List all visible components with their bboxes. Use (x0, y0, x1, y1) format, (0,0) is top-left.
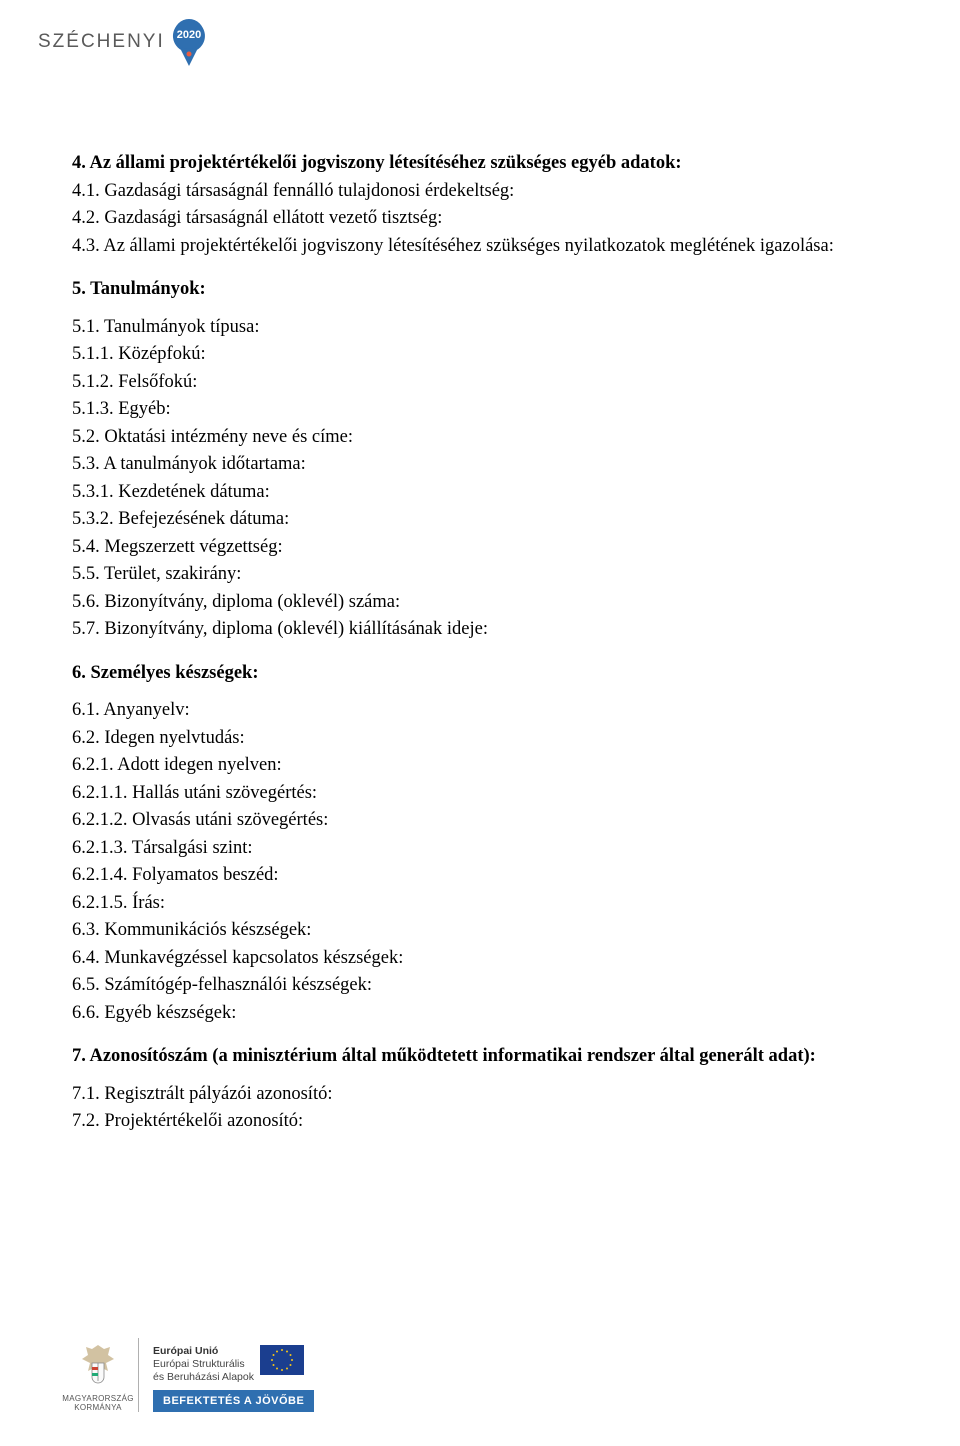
list-item: 4.3. Az állami projektértékelői jogviszo… (72, 233, 888, 261)
list-item: 5.3. A tanulmányok időtartama: (72, 451, 888, 479)
crest-label: MAGYARORSZÁG KORMÁNYA (62, 1395, 133, 1412)
list-item: 6.2.1.3. Társalgási szint: (72, 835, 888, 863)
list-item: 5.1.2. Felsőfokú: (72, 369, 888, 397)
eu-line3: és Beruházási Alapok (153, 1371, 254, 1384)
list-item: 6.6. Egyéb készségek: (72, 1000, 888, 1028)
section-5: 5. Tanulmányok: 5.1. Tanulmányok típusa:… (72, 276, 888, 644)
section-4: 4. Az állami projektértékelői jogviszony… (72, 150, 888, 260)
footer: MAGYARORSZÁG KORMÁNYA Európai Unió Európ… (72, 1338, 314, 1412)
section-6-head: 6. Személyes készségek: (72, 660, 888, 688)
list-item: 6.2.1. Adott idegen nyelven: (72, 752, 888, 780)
list-item: 6.3. Kommunikációs készségek: (72, 917, 888, 945)
list-item: 6.2.1.5. Írás: (72, 890, 888, 918)
badge-year-text: 2020 (177, 29, 201, 41)
list-item: 5.1.1. Középfokú: (72, 341, 888, 369)
list-item: 6.2.1.4. Folyamatos beszéd: (72, 862, 888, 890)
hungary-crest-icon: MAGYARORSZÁG KORMÁNYA (72, 1338, 124, 1412)
list-item: 5.6. Bizonyítvány, diploma (oklevél) szá… (72, 589, 888, 617)
section-7-head: 7. Azonosítószám (a minisztérium által m… (72, 1043, 888, 1071)
list-item: 5.1. Tanulmányok típusa: (72, 314, 888, 342)
section-4-head: 4. Az állami projektértékelői jogviszony… (72, 150, 888, 178)
list-item: 7.2. Projektértékelői azonosító: (72, 1108, 888, 1136)
section-6: 6. Személyes készségek: 6.1. Anyanyelv: … (72, 660, 888, 1028)
list-item: 4.2. Gazdasági társaságnál ellátott veze… (72, 205, 888, 233)
list-item: 6.2.1.1. Hallás utáni szövegértés: (72, 780, 888, 808)
footer-divider (138, 1338, 139, 1412)
list-item: 5.7. Bizonyítvány, diploma (oklevél) kiá… (72, 616, 888, 644)
section-7: 7. Azonosítószám (a minisztérium által m… (72, 1043, 888, 1136)
section-5-head: 5. Tanulmányok: (72, 276, 888, 304)
eu-line2: Európai Strukturális (153, 1358, 254, 1371)
invest-bar: BEFEKTETÉS A JÖVŐBE (153, 1390, 314, 1412)
list-item: 5.2. Oktatási intézmény neve és címe: (72, 424, 888, 452)
eu-row: Európai Unió Európai Strukturális és Ber… (153, 1345, 314, 1384)
list-item: 5.3.2. Befejezésének dátuma: (72, 506, 888, 534)
crest-label-2: KORMÁNYA (74, 1403, 122, 1412)
eu-texts: Európai Unió Európai Strukturális és Ber… (153, 1345, 254, 1384)
list-item: 5.5. Terület, szakirány: (72, 561, 888, 589)
list-item: 6.2.1.2. Olvasás utáni szövegértés: (72, 807, 888, 835)
eu-line1: Európai Unió (153, 1345, 254, 1358)
list-item: 6.2. Idegen nyelvtudás: (72, 725, 888, 753)
list-item: 6.1. Anyanyelv: (72, 697, 888, 725)
eu-flag-icon (260, 1345, 304, 1375)
list-item: 6.4. Munkavégzéssel kapcsolatos készsége… (72, 945, 888, 973)
list-item: 5.1.3. Egyéb: (72, 396, 888, 424)
document-content: 4. Az állami projektértékelői jogviszony… (72, 150, 888, 1152)
list-item: 5.4. Megszerzett végzettség: (72, 534, 888, 562)
list-item: 7.1. Regisztrált pályázói azonosító: (72, 1081, 888, 1109)
header-logo: SZÉCHENYI 2020 (38, 18, 207, 66)
list-item: 6.5. Számítógép-felhasználói készségek: (72, 972, 888, 1000)
header-word: SZÉCHENYI (38, 31, 165, 53)
eu-block: Európai Unió Európai Strukturális és Ber… (153, 1345, 314, 1412)
year-badge-icon: 2020 (171, 18, 207, 66)
list-item: 5.3.1. Kezdetének dátuma: (72, 479, 888, 507)
page: SZÉCHENYI 2020 4. Az állami projektérték… (0, 0, 960, 1446)
list-item: 4.1. Gazdasági társaságnál fennálló tula… (72, 178, 888, 206)
